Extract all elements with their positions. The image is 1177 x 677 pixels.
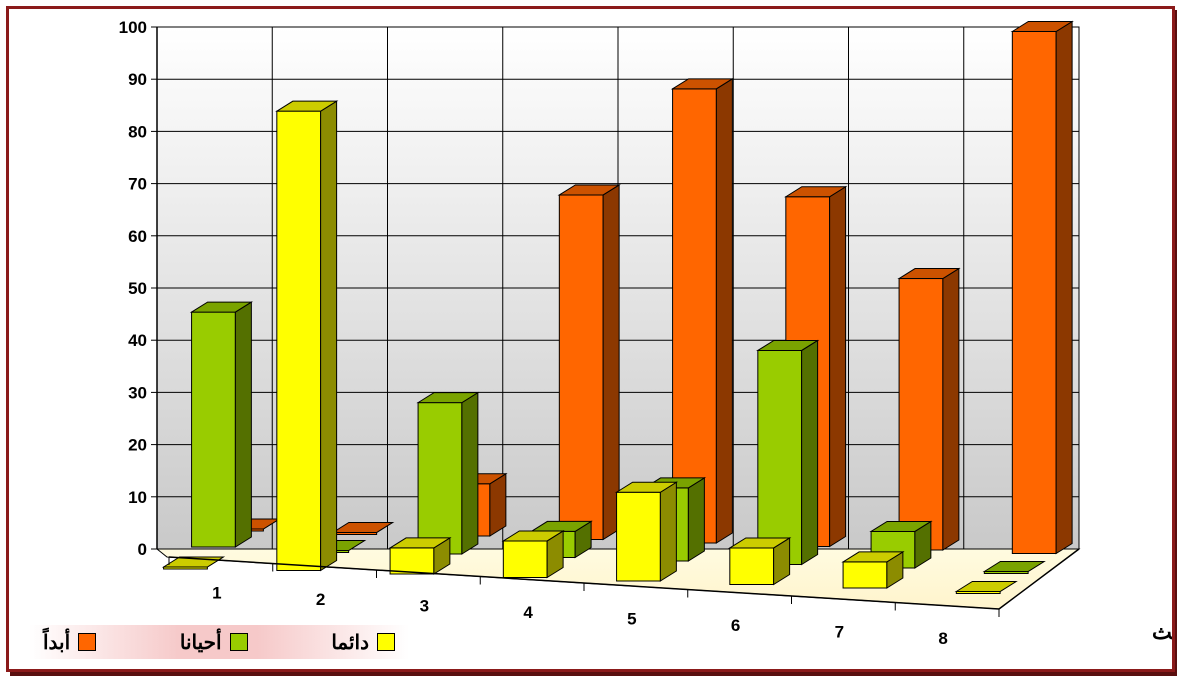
bar-0-4 [614, 481, 679, 582]
bar-top-1-2 [416, 392, 480, 404]
legend-item-series-3: أبداً [43, 630, 97, 655]
bar-front-0-6 [842, 561, 888, 589]
bar-side-2-5 [829, 185, 847, 548]
x-tick-label-5: 6 [731, 616, 740, 635]
bar-front-2-7 [1011, 31, 1057, 554]
y-tick-label-6: 60 [128, 227, 147, 246]
bar-top-0-2 [388, 537, 452, 549]
bar-front-2-4 [672, 88, 717, 544]
legend-item-series-1: دائما [331, 630, 395, 655]
x-tick-label-1: 2 [316, 590, 325, 609]
bar-top-1-5 [756, 339, 820, 351]
bar-top-2-6 [897, 268, 961, 280]
bar-top-2-7 [1010, 21, 1074, 32]
bar-side-1-2 [461, 391, 479, 555]
legend-label-series-3: أبداً [43, 631, 71, 654]
bar-2-4 [670, 77, 735, 544]
y-tick-label-4: 40 [128, 331, 147, 350]
bar-top-0-7 [954, 581, 1018, 592]
bar-1-2 [416, 391, 480, 555]
bar-top-2-1 [331, 522, 395, 533]
bar-2-3 [557, 184, 621, 541]
bar-0-6 [841, 550, 905, 589]
bar-0-3 [501, 530, 565, 579]
bar-2-6 [897, 267, 961, 551]
bar-1-0 [189, 301, 254, 548]
bar-top-1-7 [982, 561, 1046, 572]
bar-front-0-4 [616, 491, 661, 582]
bar-side-1-0 [234, 301, 252, 548]
bar-side-2-4 [715, 77, 733, 544]
y-tick-label-0: 0 [138, 540, 147, 559]
chart-frame: 0 10 20 30 40 50 60 70 80 90 100 1 2 3 4 5 6 7 8 المحور ال… [6, 6, 1175, 672]
bar-side-2-3 [602, 184, 620, 541]
bar-front-0-5 [729, 547, 775, 586]
y-tick-label-1: 10 [128, 488, 147, 507]
bar-top-0-6 [841, 551, 905, 563]
bar-side-0-1 [320, 100, 338, 572]
x-tick-label-4: 5 [627, 609, 636, 628]
bar-0-5 [728, 537, 792, 586]
y-tick-label-3: 30 [128, 383, 147, 402]
x-axis-title: المحور الثالث [1152, 621, 1172, 645]
bar-side-2-2 [489, 472, 507, 537]
bar-1-7 [982, 561, 1046, 574]
bar-top-0-4 [614, 481, 679, 493]
bar-top-0-1 [275, 100, 339, 112]
bar-front-1-0 [191, 311, 236, 548]
bar-front-2-6 [898, 278, 944, 551]
bar-side-1-4 [687, 477, 705, 562]
bar-side-0-4 [659, 481, 677, 582]
legend: دائما أحيانا أبداً [29, 625, 409, 659]
y-tick-label-5: 50 [128, 279, 147, 298]
bar-front-0-2 [389, 547, 435, 575]
y-tick-label-10: 100 [119, 18, 147, 37]
bar-top-1-0 [189, 301, 254, 313]
x-tick-label-6: 7 [835, 622, 844, 641]
y-tick-label-2: 20 [128, 436, 147, 455]
bar-front-1-2 [417, 402, 463, 555]
chart-canvas: 0 10 20 30 40 50 60 70 80 90 100 1 2 3 4 5 6 7 8 المحور ال… [119, 18, 1172, 648]
x-tick-label-3: 4 [523, 603, 533, 622]
bar-side-2-6 [942, 267, 960, 551]
bar-front-0-3 [502, 540, 548, 579]
bar-front-1-5 [757, 349, 803, 566]
bar-top-2-3 [557, 184, 621, 196]
y-tick-label-8: 80 [128, 122, 147, 141]
depth-axis-line [998, 548, 1080, 610]
bar-top-0-3 [501, 530, 565, 542]
legend-swatch-series-2 [229, 633, 248, 651]
bar-top-2-4 [670, 78, 735, 90]
bar-top-2-5 [784, 186, 848, 198]
y-tick-label-9: 90 [128, 70, 147, 89]
bar-front-0-1 [276, 110, 322, 571]
y-tick-label-7: 70 [128, 175, 147, 194]
bar-top-1-6 [869, 520, 933, 532]
legend-label-series-1: دائما [331, 631, 369, 654]
legend-swatch-series-3 [78, 633, 97, 651]
bar-side-1-5 [801, 339, 819, 566]
bar-front-2-3 [558, 194, 604, 540]
x-tick-label-7: 8 [938, 629, 947, 648]
legend-item-series-2: أحيانا [180, 630, 248, 655]
bar-top-0-5 [728, 537, 792, 549]
bar-1-5 [756, 339, 820, 566]
x-tick-label-2: 3 [420, 596, 429, 615]
bar-0-2 [388, 536, 452, 575]
bar-1-6 [869, 520, 933, 569]
bar-side-2-7 [1055, 20, 1073, 555]
bar-0-1 [275, 100, 339, 572]
bar-0-7 [954, 581, 1018, 594]
legend-label-series-2: أحيانا [179, 631, 222, 654]
bar-2-1 [331, 522, 395, 535]
x-tick-label-0: 1 [212, 583, 221, 602]
bar-2-7 [1010, 20, 1074, 555]
legend-swatch-series-1 [377, 633, 395, 651]
